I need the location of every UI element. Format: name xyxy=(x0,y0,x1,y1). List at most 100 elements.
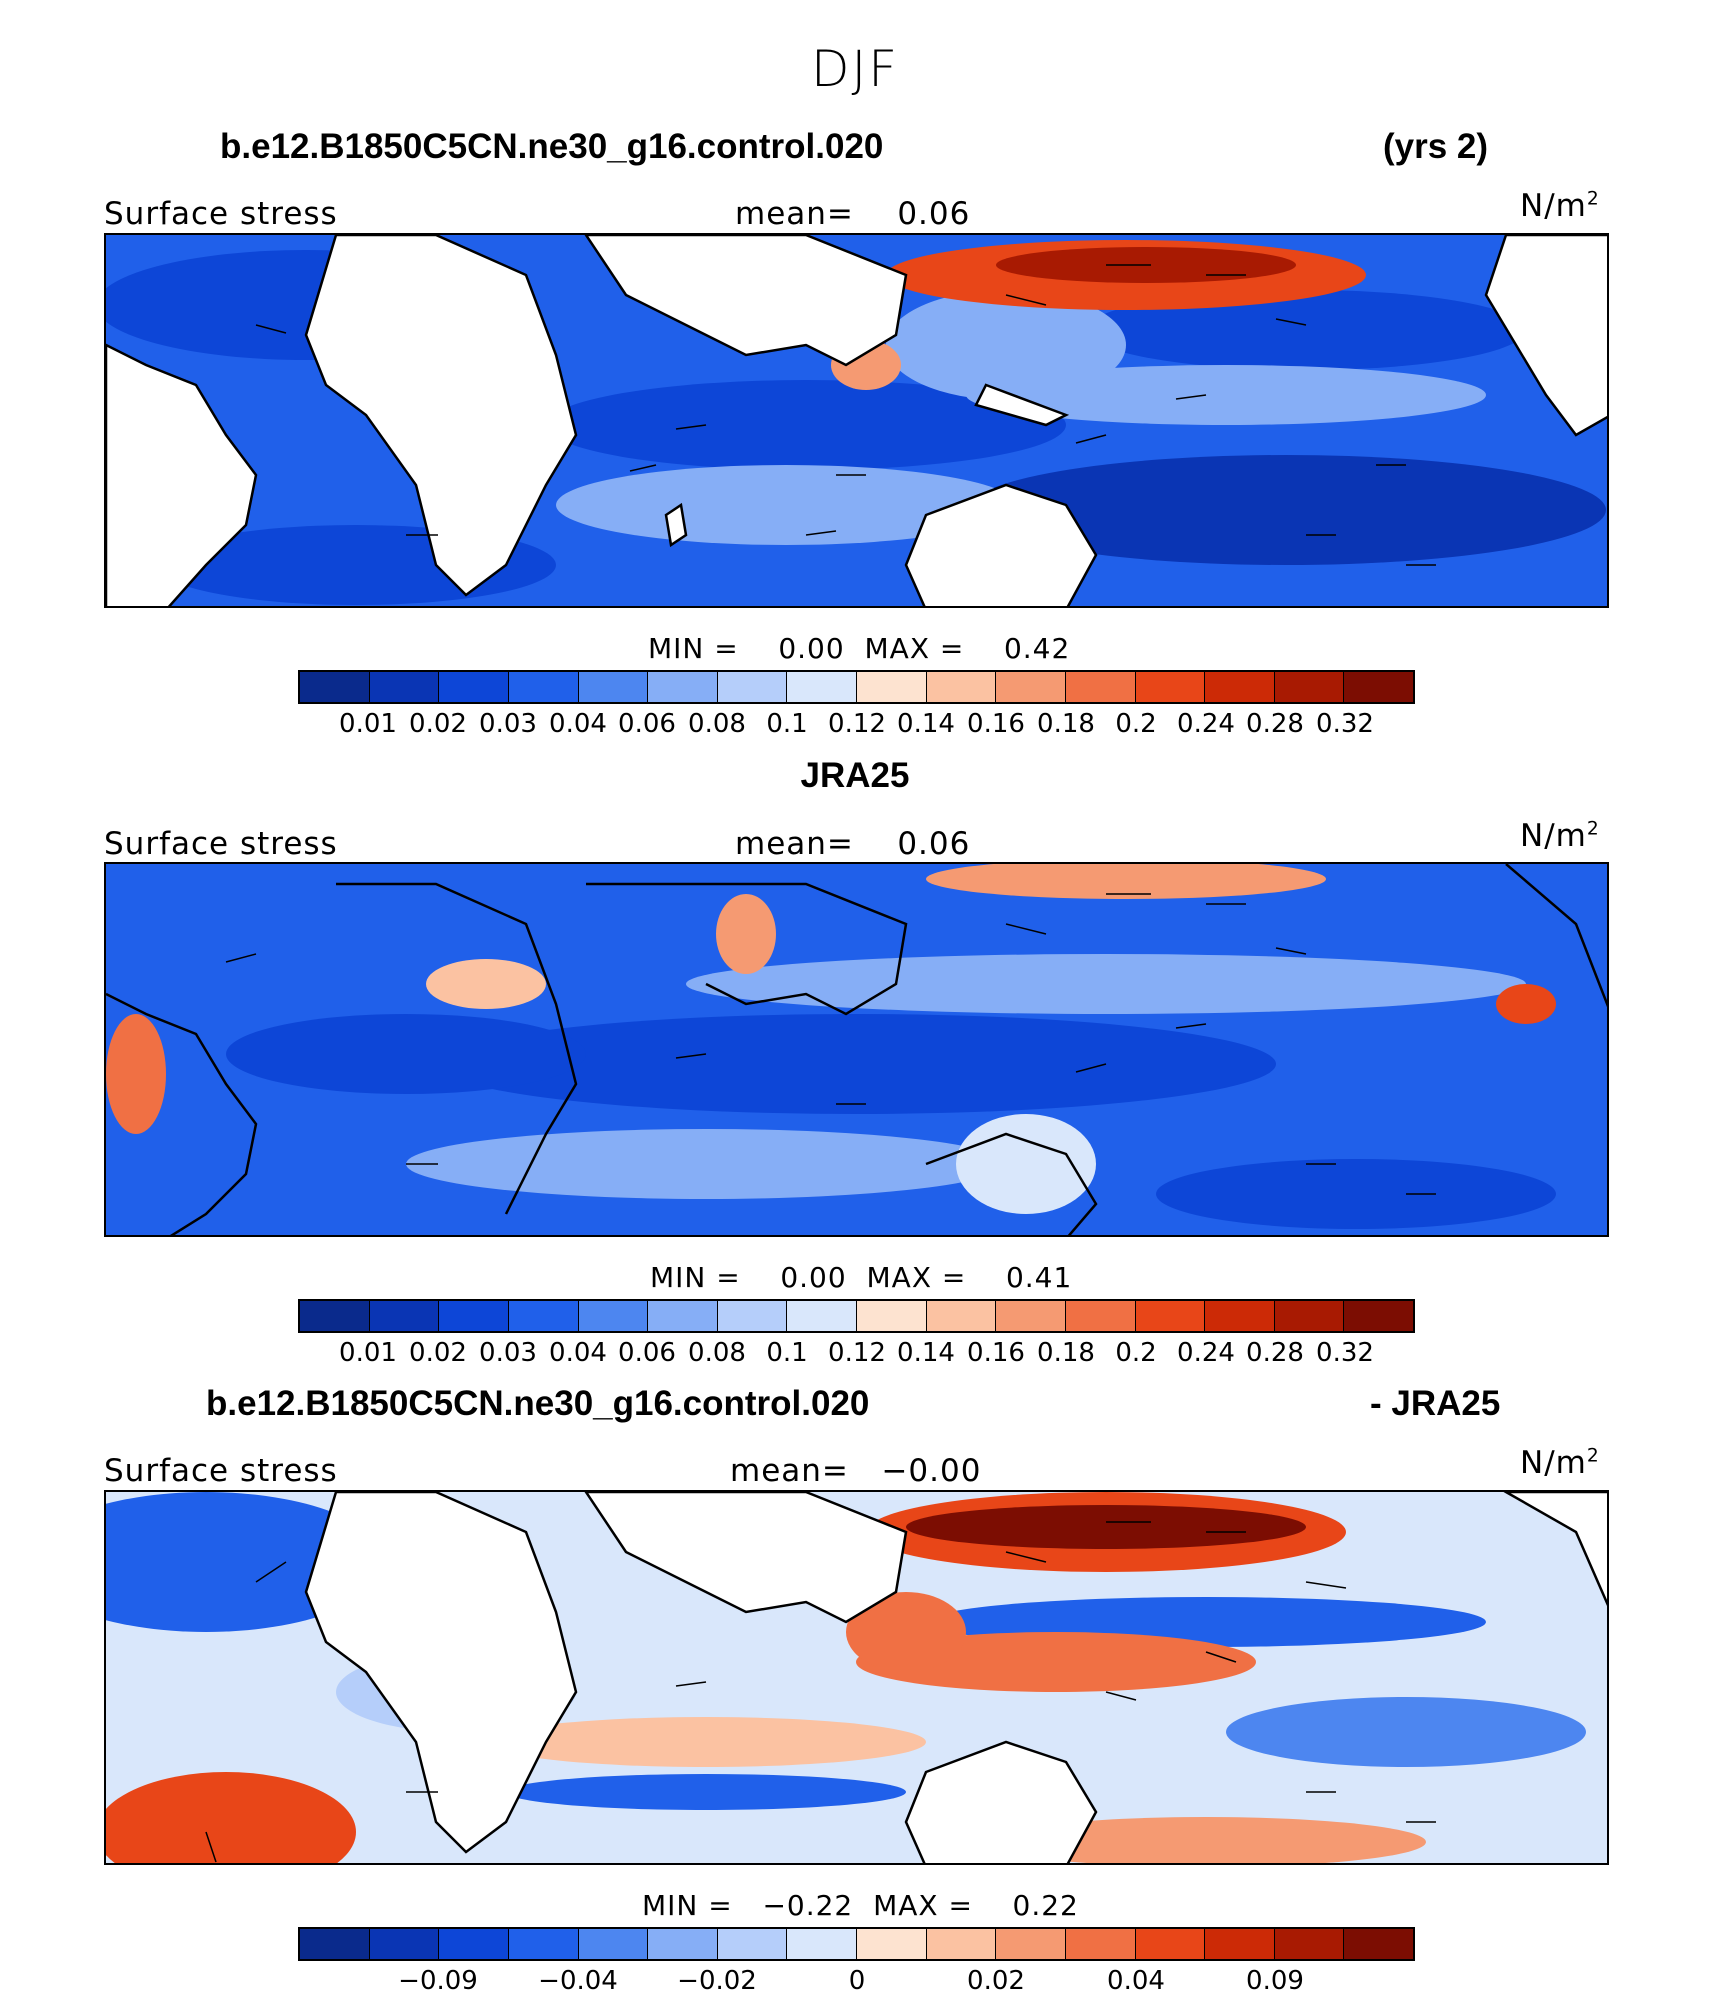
variable-label: Surface stress xyxy=(104,826,338,862)
colorbar-tick: 0.1 xyxy=(766,1338,808,1368)
colorbar-segment xyxy=(439,1301,509,1331)
colorbar-tick: 0.16 xyxy=(967,709,1025,739)
colorbar-segment xyxy=(1135,672,1206,702)
colorbar-tick: 0.14 xyxy=(897,1338,955,1368)
map-diff xyxy=(104,1490,1609,1865)
colorbar-tick: −0.09 xyxy=(398,1966,478,1996)
mean-label: mean= −0.00 xyxy=(730,1453,982,1489)
colorbar-segment xyxy=(857,1301,927,1331)
map-diff-svg xyxy=(106,1492,1607,1863)
colorbar-tick: 0.14 xyxy=(897,709,955,739)
colorbar-segment xyxy=(578,1301,649,1331)
colorbar-diff xyxy=(298,1927,1415,1961)
colorbar-segment xyxy=(1344,1929,1413,1959)
colorbar-tick: 0.08 xyxy=(688,709,746,739)
colorbar-tick: −0.04 xyxy=(538,1966,618,1996)
units-label: N/m2 xyxy=(1520,1445,1600,1481)
colorbar-segment xyxy=(1135,1301,1206,1331)
colorbar-tick: 0.1 xyxy=(766,709,808,739)
variable-label: Surface stress xyxy=(104,196,338,232)
map-obs xyxy=(104,862,1609,1237)
colorbar-segment xyxy=(648,1301,718,1331)
min-max-text: MIN = 0.00 MAX = 0.41 xyxy=(650,1261,1073,1294)
colorbar-segment xyxy=(300,672,370,702)
colorbar-tick: 0.08 xyxy=(688,1338,746,1368)
colorbar-tick: 0.09 xyxy=(1246,1966,1304,1996)
colorbar-tick: 0.06 xyxy=(618,1338,676,1368)
colorbar-tick: 0.02 xyxy=(967,1966,1025,1996)
min-max-text: MIN = 0.00 MAX = 0.42 xyxy=(648,632,1071,665)
colorbar-segment xyxy=(1205,672,1275,702)
colorbar-tick: 0.01 xyxy=(339,709,397,739)
colorbar-tick: 0.18 xyxy=(1037,709,1095,739)
colorbar-segment xyxy=(1065,1301,1136,1331)
panel-title-right: - JRA25 xyxy=(1370,1384,1501,1423)
colorbar-tick: 0.04 xyxy=(549,1338,607,1368)
colorbar-tick: 0.32 xyxy=(1316,1338,1374,1368)
variable-label: Surface stress xyxy=(104,1453,338,1489)
colorbar-segment xyxy=(369,1929,440,1959)
colorbar-tick: 0.32 xyxy=(1316,709,1374,739)
panel-title-left: JRA25 xyxy=(800,756,910,795)
colorbar-segment xyxy=(439,1929,509,1959)
colorbar-tick: 0.02 xyxy=(409,709,467,739)
map-obs-svg xyxy=(106,864,1607,1235)
colorbar-segment xyxy=(926,1929,997,1959)
colorbar-tick: 0.01 xyxy=(339,1338,397,1368)
colorbar-segment xyxy=(508,1301,579,1331)
map-model-svg xyxy=(106,235,1607,606)
map-model xyxy=(104,233,1609,608)
colorbar-segment xyxy=(717,1929,788,1959)
colorbar-segment xyxy=(1274,1301,1345,1331)
colorbar-segment xyxy=(508,1929,579,1959)
colorbar-tick: 0.04 xyxy=(549,709,607,739)
panel-title-left: b.e12.B1850C5CN.ne30_g16.control.020 xyxy=(206,1384,870,1423)
colorbar-tick: 0.2 xyxy=(1115,1338,1157,1368)
colorbar-segment xyxy=(1344,1301,1413,1331)
colorbar-segment xyxy=(787,672,857,702)
colorbar-tick: 0.2 xyxy=(1115,709,1157,739)
units-label: N/m2 xyxy=(1520,188,1600,224)
min-max-text: MIN = −0.22 MAX = 0.22 xyxy=(642,1889,1079,1922)
colorbar-segment xyxy=(787,1929,857,1959)
colorbar-segment xyxy=(1274,672,1345,702)
panel-title-left: b.e12.B1850C5CN.ne30_g16.control.020 xyxy=(220,127,884,166)
mean-label: mean= 0.06 xyxy=(735,826,971,862)
colorbar-segment xyxy=(996,1301,1066,1331)
colorbar-tick: 0.03 xyxy=(479,1338,537,1368)
colorbar-segment xyxy=(1344,672,1413,702)
panel-title-right: (yrs 2) xyxy=(1383,127,1489,166)
colorbar-tick: 0.28 xyxy=(1246,709,1304,739)
colorbar-segment xyxy=(300,1301,370,1331)
colorbar-segment xyxy=(717,1301,788,1331)
colorbar-segment xyxy=(578,672,649,702)
colorbar-segment xyxy=(717,672,788,702)
colorbar-tick: −0.02 xyxy=(677,1966,757,1996)
colorbar-tick: 0.03 xyxy=(479,709,537,739)
colorbar-tick: 0.12 xyxy=(828,709,886,739)
colorbar-segment xyxy=(857,672,927,702)
colorbar-segment xyxy=(648,672,718,702)
colorbar-segment xyxy=(508,672,579,702)
colorbar-segment xyxy=(648,1929,718,1959)
colorbar-segment xyxy=(926,672,997,702)
colorbar-tick: 0.18 xyxy=(1037,1338,1095,1368)
colorbar-tick: 0 xyxy=(848,1966,866,1996)
colorbar-segment xyxy=(996,672,1066,702)
colorbar-segment xyxy=(996,1929,1066,1959)
colorbar-segment xyxy=(1274,1929,1345,1959)
colorbar-segment xyxy=(1135,1929,1206,1959)
colorbar-segment xyxy=(926,1301,997,1331)
colorbar-segment xyxy=(1205,1929,1275,1959)
colorbar-model xyxy=(298,670,1415,704)
colorbar-tick: 0.02 xyxy=(409,1338,467,1368)
colorbar-segment xyxy=(857,1929,927,1959)
colorbar-segment xyxy=(300,1929,370,1959)
colorbar-tick: 0.24 xyxy=(1177,1338,1235,1368)
colorbar-tick: 0.24 xyxy=(1177,709,1235,739)
units-label: N/m2 xyxy=(1520,818,1600,854)
colorbar-segment xyxy=(1205,1301,1275,1331)
colorbar-segment xyxy=(439,672,509,702)
colorbar-segment xyxy=(1065,1929,1136,1959)
colorbar-tick: 0.12 xyxy=(828,1338,886,1368)
